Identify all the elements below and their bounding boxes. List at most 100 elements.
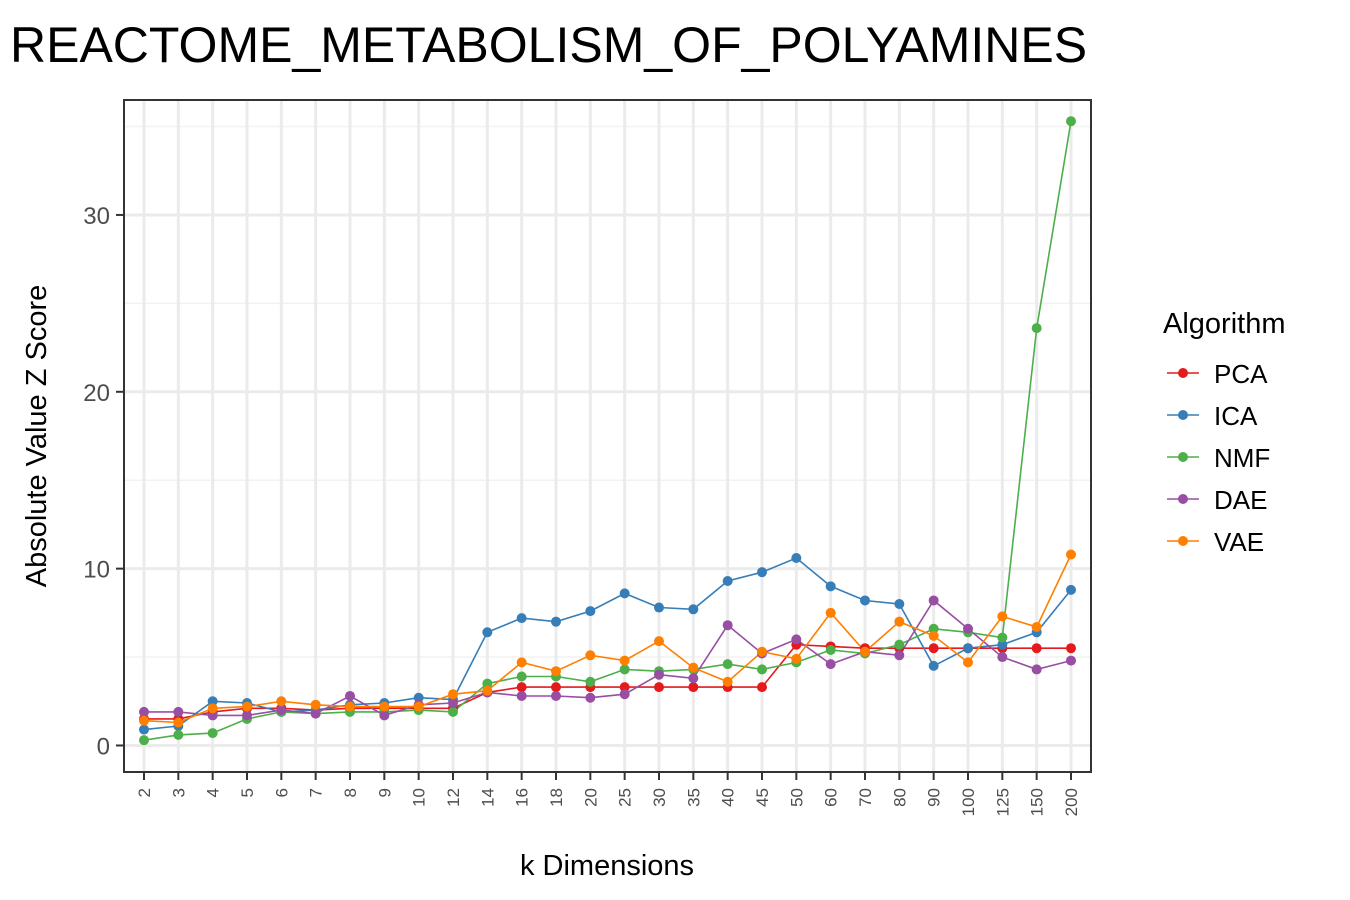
x-axis: 2 3 4 5 6 7 8 9 10 12 14 16 18 20 25 30 35 40 45 50 60 70 80 90… (135, 772, 1081, 816)
data-point-nmf (585, 676, 596, 687)
data-point-pca (654, 682, 664, 693)
x-tick-label: 3 (169, 788, 188, 797)
data-point-vae (688, 662, 699, 673)
y-tick-label: 20 (83, 380, 110, 407)
y-axis: 0 10 20 30 (83, 203, 124, 760)
data-point-vae (825, 607, 836, 618)
data-point-ica (825, 581, 836, 592)
data-point-ica (619, 588, 630, 599)
data-point-pca (1031, 643, 1042, 654)
data-point-nmf (997, 632, 1008, 643)
data-point-ica (139, 724, 149, 735)
x-axis-title: k Dimensions (520, 850, 694, 882)
data-point-vae (860, 646, 870, 657)
x-tick-label: 60 (822, 788, 841, 807)
data-point-dae (551, 690, 561, 701)
data-point-ica (963, 643, 973, 654)
x-tick-label: 90 (925, 788, 944, 807)
data-point-vae (963, 657, 973, 668)
data-point-dae (345, 690, 355, 701)
data-point-vae (654, 636, 664, 647)
x-tick-label: 45 (753, 788, 772, 807)
x-tick-label: 18 (547, 788, 566, 807)
data-point-dae (894, 650, 905, 661)
data-point-ica (688, 604, 699, 615)
data-point-vae (997, 611, 1008, 622)
data-point-vae (757, 646, 767, 657)
data-point-vae (310, 699, 321, 710)
data-point-ica (654, 602, 664, 613)
data-point-ica (757, 567, 767, 578)
data-point-vae (345, 701, 355, 712)
plot-panel-border (123, 99, 1092, 773)
data-point-pca (757, 682, 767, 693)
x-tick-label: 50 (787, 788, 806, 807)
data-point-dae (654, 669, 664, 680)
data-point-dae (722, 620, 733, 631)
x-tick-label: 16 (513, 788, 532, 807)
data-point-vae (173, 717, 184, 728)
data-point-dae (585, 692, 596, 703)
y-tick-label: 30 (83, 203, 110, 230)
data-point-ica (791, 553, 802, 564)
data-point-pca (516, 682, 527, 693)
data-point-nmf (448, 706, 458, 717)
data-point-dae (173, 706, 184, 717)
chart-title: REACTOME_METABOLISM_OF_POLYAMINES (10, 17, 1087, 73)
data-point-dae (276, 705, 287, 716)
data-point-pca (619, 682, 630, 693)
data-point-ica (482, 627, 493, 638)
data-point-nmf (482, 678, 493, 689)
data-point-vae (585, 650, 596, 661)
data-point-nmf (516, 671, 527, 682)
data-point-ica (997, 639, 1008, 650)
data-point-vae (242, 701, 252, 712)
y-tick-label: 10 (83, 557, 110, 584)
x-tick-label: 5 (238, 788, 257, 797)
data-point-vae (722, 676, 733, 687)
data-point-vae (482, 685, 493, 696)
legend-key-point-nmf (1178, 452, 1188, 462)
x-tick-label: 14 (478, 788, 497, 807)
x-tick-label: 6 (272, 788, 291, 797)
data-point-vae (139, 715, 149, 726)
legend-label-nmf: NMF (1214, 443, 1270, 473)
series-line-ica (143, 557, 1072, 731)
x-tick-label: 25 (616, 788, 635, 807)
data-point-vae (448, 689, 458, 700)
x-tick-label: 7 (307, 788, 326, 797)
data-point-nmf (619, 664, 630, 675)
series-line-vae (143, 554, 1072, 724)
data-point-ica (860, 595, 870, 606)
data-point-pca (551, 682, 561, 693)
data-point-vae (516, 657, 527, 668)
grid-lines (124, 100, 1091, 772)
data-point-dae (448, 698, 458, 709)
x-tick-label: 150 (1028, 788, 1047, 816)
series-layer (139, 116, 1076, 746)
x-tick-label: 125 (993, 788, 1012, 816)
x-tick-label: 10 (410, 788, 429, 807)
y-axis-title: Absolute Value Z Score (21, 285, 53, 588)
data-point-vae (551, 666, 561, 677)
data-point-nmf (1031, 323, 1042, 334)
legend-key-point-pca (1178, 368, 1188, 378)
y-tick-label: 0 (97, 733, 110, 760)
data-point-ica (551, 616, 561, 627)
x-tick-label: 12 (444, 788, 463, 807)
legend-key-point-ica (1178, 410, 1188, 420)
data-point-dae (688, 673, 699, 684)
x-tick-label: 8 (341, 788, 360, 797)
data-point-vae (1066, 549, 1076, 560)
x-tick-label: 9 (375, 788, 394, 797)
x-tick-label: 35 (684, 788, 703, 807)
legend-label-vae: VAE (1214, 527, 1264, 557)
data-point-ica (413, 692, 424, 703)
data-point-vae (413, 701, 424, 712)
data-point-vae (791, 653, 802, 664)
data-point-nmf (928, 623, 939, 634)
data-point-ica (585, 606, 596, 617)
legend-title: Algorithm (1163, 308, 1286, 340)
data-point-vae (276, 696, 287, 707)
